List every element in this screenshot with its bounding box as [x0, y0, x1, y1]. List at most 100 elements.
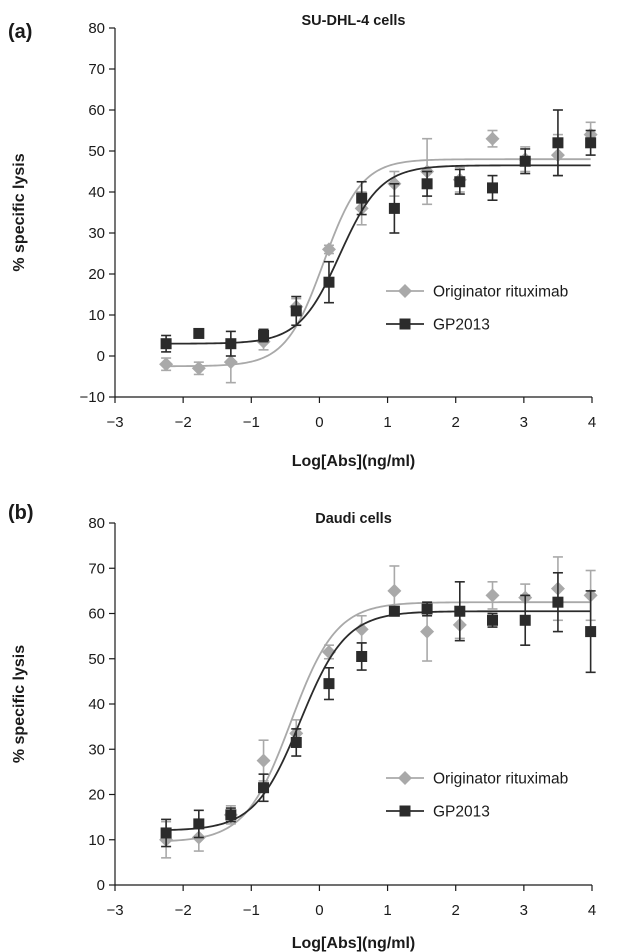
- data-point: [356, 650, 368, 662]
- data-point: [193, 327, 205, 339]
- y-tick-label: 70: [88, 560, 105, 577]
- y-tick-label: 20: [88, 266, 105, 283]
- y-tick-label: 80: [88, 20, 105, 37]
- data-point: [258, 330, 270, 341]
- data-point: [420, 624, 435, 639]
- y-tick-label: 40: [88, 696, 105, 713]
- y-tick-label: 0: [97, 348, 105, 365]
- x-tick-label: 3: [520, 414, 528, 431]
- y-tick-label: 10: [88, 307, 105, 324]
- data-point: [160, 827, 172, 839]
- x-tick-label: 4: [588, 414, 596, 431]
- chart-title: Daudi cells: [315, 511, 392, 527]
- data-point: [323, 276, 335, 288]
- x-tick-label: 0: [315, 414, 323, 431]
- y-axis-label: % specific lysis: [11, 645, 28, 763]
- data-point: [256, 753, 271, 768]
- legend-label: Originator rituximab: [433, 284, 568, 301]
- data-point: [421, 178, 433, 190]
- data-point: [160, 338, 172, 350]
- x-axis-label: Log[Abs](ng/ml): [292, 453, 416, 470]
- legend-entry-1: Originator rituximab: [386, 771, 568, 788]
- y-tick-label: 50: [88, 651, 105, 668]
- x-axis-label: Log[Abs](ng/ml): [292, 935, 416, 952]
- legend-marker: [398, 284, 412, 298]
- legend-label: GP2013: [433, 804, 490, 821]
- data-point: [225, 809, 237, 821]
- x-tick-label: 0: [315, 902, 323, 919]
- data-point: [388, 202, 400, 214]
- fit-curve: [166, 158, 591, 368]
- data-point: [388, 605, 400, 617]
- x-tick-label: −2: [175, 414, 192, 431]
- data-point: [487, 614, 499, 626]
- data-point: [421, 603, 433, 615]
- x-tick-label: 1: [383, 902, 391, 919]
- data-point: [290, 305, 302, 317]
- data-point: [552, 137, 564, 149]
- legend-label: GP2013: [433, 317, 490, 334]
- x-tick-label: −3: [106, 414, 123, 431]
- fit-curve: [166, 164, 591, 345]
- data-point: [191, 361, 206, 376]
- y-tick-label: 10: [88, 832, 105, 849]
- fit-curve: [166, 601, 591, 842]
- data-point: [258, 782, 270, 794]
- x-tick-label: −2: [175, 902, 192, 919]
- legend-marker: [399, 318, 411, 330]
- y-tick-label: 30: [88, 225, 105, 242]
- x-tick-label: 1: [383, 414, 391, 431]
- data-point: [487, 182, 499, 194]
- legend-label: Originator rituximab: [433, 771, 568, 788]
- panel-label: (b): [8, 502, 34, 524]
- y-tick-label: 0: [97, 877, 105, 894]
- chart-panel-1: (a) SU-DHL-4 cells−1001020304050607080−3−…: [8, 13, 598, 470]
- legend-entry-2: GP2013: [386, 804, 490, 821]
- chart-title: SU-DHL-4 cells: [302, 13, 406, 29]
- data-point: [519, 155, 531, 167]
- y-tick-label: 60: [88, 102, 105, 119]
- data-point: [159, 357, 174, 372]
- data-point: [454, 605, 466, 617]
- legend-entry-2: GP2013: [386, 317, 490, 334]
- x-tick-label: −1: [243, 902, 260, 919]
- legend-marker: [399, 805, 411, 817]
- data-point: [454, 176, 466, 188]
- data-point: [552, 596, 564, 608]
- data-point: [387, 583, 402, 598]
- series-2: [160, 109, 597, 357]
- y-axis-label: % specific lysis: [11, 153, 28, 271]
- data-point: [519, 614, 531, 626]
- chart-panel-2: (b) Daudi cells 0 10 20 30 40 50 60 70 80 −3 −2 −1 0 1 2…: [8, 502, 598, 952]
- y-tick-label: 70: [88, 61, 105, 78]
- series-2: [160, 571, 597, 848]
- x-tick-label: 3: [520, 902, 528, 919]
- legend-marker: [398, 771, 412, 785]
- data-point: [585, 137, 597, 149]
- y-tick-label: 20: [88, 787, 105, 804]
- data-point: [356, 192, 368, 204]
- data-point: [485, 588, 500, 603]
- data-point: [223, 355, 238, 370]
- fit-curve: [166, 610, 591, 831]
- data-point: [321, 242, 336, 257]
- y-tick-label: 40: [88, 184, 105, 201]
- data-point: [323, 678, 335, 690]
- x-tick-label: −1: [243, 414, 260, 431]
- y-tick-label: −10: [80, 389, 105, 406]
- x-tick-label: 2: [452, 414, 460, 431]
- data-point: [354, 622, 369, 637]
- data-point: [290, 736, 302, 748]
- data-point: [225, 338, 237, 350]
- panel-label: (a): [8, 21, 32, 43]
- y-tick-label: 60: [88, 606, 105, 623]
- data-point: [585, 626, 597, 638]
- data-point: [485, 131, 500, 146]
- legend-entry-1: Originator rituximab: [386, 284, 568, 301]
- data-point: [193, 818, 205, 830]
- y-tick-label: 30: [88, 741, 105, 758]
- x-tick-label: 4: [588, 902, 596, 919]
- series-1: [159, 556, 598, 859]
- y-tick-label: 80: [88, 515, 105, 532]
